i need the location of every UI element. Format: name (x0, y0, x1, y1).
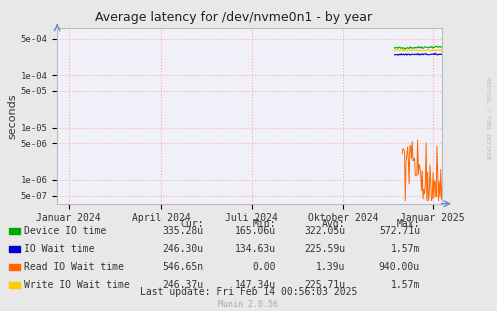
Text: Min:: Min: (252, 219, 276, 229)
Text: RRDTOOL / TOBI OETIKER: RRDTOOL / TOBI OETIKER (486, 77, 491, 160)
Text: Last update: Fri Feb 14 00:56:03 2025: Last update: Fri Feb 14 00:56:03 2025 (140, 287, 357, 297)
Text: 546.65n: 546.65n (163, 262, 204, 272)
Text: 322.05u: 322.05u (304, 226, 345, 236)
Text: 1.39u: 1.39u (316, 262, 345, 272)
Text: 1.57m: 1.57m (391, 280, 420, 290)
Text: Max:: Max: (397, 219, 420, 229)
Text: Average latency for /dev/nvme0n1 - by year: Average latency for /dev/nvme0n1 - by ye… (95, 11, 372, 24)
Text: 0.00: 0.00 (252, 262, 276, 272)
Text: 225.59u: 225.59u (304, 244, 345, 254)
Text: 165.06u: 165.06u (235, 226, 276, 236)
Text: Write IO Wait time: Write IO Wait time (24, 280, 130, 290)
Y-axis label: seconds: seconds (8, 93, 18, 139)
Text: Munin 2.0.56: Munin 2.0.56 (219, 300, 278, 309)
Text: Device IO time: Device IO time (24, 226, 106, 236)
Text: 225.71u: 225.71u (304, 280, 345, 290)
Text: Read IO Wait time: Read IO Wait time (24, 262, 124, 272)
Text: Cur:: Cur: (180, 219, 204, 229)
Text: 134.63u: 134.63u (235, 244, 276, 254)
Text: 1.57m: 1.57m (391, 244, 420, 254)
Text: 246.30u: 246.30u (163, 244, 204, 254)
Text: IO Wait time: IO Wait time (24, 244, 94, 254)
Text: 940.00u: 940.00u (379, 262, 420, 272)
Text: Avg:: Avg: (322, 219, 345, 229)
Text: 335.28u: 335.28u (163, 226, 204, 236)
Text: 246.37u: 246.37u (163, 280, 204, 290)
Text: 147.34u: 147.34u (235, 280, 276, 290)
Text: 572.71u: 572.71u (379, 226, 420, 236)
